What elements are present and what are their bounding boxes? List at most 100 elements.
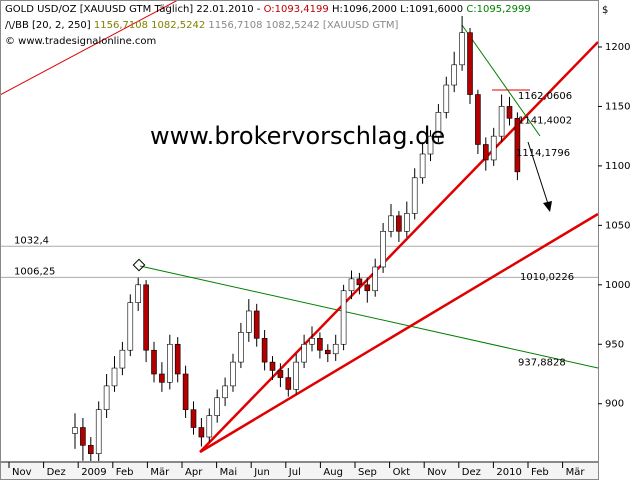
indicator: /\/BB [20, 2, 250]	[5, 20, 91, 31]
x-tick-label: Feb	[116, 467, 134, 478]
candle-body	[490, 135, 497, 161]
close: C:1095,2999	[466, 4, 530, 15]
x-tick-label: Mär	[150, 467, 170, 478]
candle-body	[475, 94, 481, 145]
candle-body	[127, 302, 134, 351]
candle-body	[95, 409, 102, 454]
high: H:1096,2000	[332, 4, 397, 15]
trend-label: 1114,1796	[516, 148, 570, 159]
trendline	[139, 265, 598, 369]
candle-body	[222, 385, 228, 399]
candle-body	[309, 338, 315, 345]
candle-body	[198, 427, 205, 438]
candle-body	[348, 278, 355, 292]
candle-body	[190, 409, 197, 428]
trendline	[199, 41, 598, 453]
x-tick-label: Apr	[185, 467, 203, 478]
instrument: GOLD USD/OZ [XAUUSD GTM Täglich] 22.01.2…	[5, 4, 261, 15]
candle-body	[88, 445, 94, 454]
candle-body	[514, 118, 521, 173]
plot-area	[1, 1, 598, 461]
header-line: GOLD USD/OZ [XAUUSD GTM Täglich] 22.01.2…	[5, 4, 531, 15]
candle-body	[372, 266, 379, 292]
low: L:1091,6000	[400, 4, 463, 15]
candle-body	[119, 349, 126, 369]
candle-body	[143, 284, 149, 351]
candle-body	[80, 427, 86, 446]
candle-body	[261, 338, 268, 363]
candle-body	[506, 106, 513, 119]
x-tick-label: Jul	[288, 467, 301, 478]
candle-body	[253, 310, 260, 339]
x-tick-label: Mai	[220, 467, 238, 478]
trend-label: 1162,0606	[518, 91, 572, 102]
candle-body	[443, 84, 450, 113]
trend-label: 1010,0226	[520, 272, 574, 283]
watermark: www.brokervorschlag.de	[150, 122, 445, 150]
candle-body	[451, 64, 458, 86]
arrow	[527, 141, 551, 211]
candle-body	[238, 332, 244, 363]
x-tick-label: Feb	[531, 467, 549, 478]
candle-body	[388, 215, 394, 232]
x-tick-label: Nov	[427, 467, 447, 478]
candle-body	[206, 415, 213, 438]
candle-body	[111, 367, 118, 387]
candle-body	[467, 32, 473, 95]
candle-body	[419, 153, 426, 179]
y-tick-label: 1050	[605, 220, 630, 231]
indicator-line: /\/BB [20, 2, 250] 1156,7108 1082,5242 1…	[5, 20, 399, 31]
peak-marker	[132, 258, 146, 272]
y-tick-label: 950	[605, 339, 624, 350]
candle-body	[285, 377, 292, 390]
y-tick-label: 900	[605, 399, 624, 410]
x-tick-label: Sep	[358, 467, 377, 478]
candle-body	[482, 144, 489, 161]
y-tick-label: 1200	[605, 42, 630, 53]
candle-body	[317, 338, 323, 351]
candle-body	[324, 349, 331, 355]
open: O:1093,4199	[264, 4, 329, 15]
candle-body	[135, 284, 141, 303]
candle-body	[396, 215, 402, 232]
candle-body	[174, 343, 181, 375]
candle-body	[301, 343, 307, 363]
candle-body	[167, 343, 173, 383]
candle-body	[277, 370, 284, 378]
candle-body	[159, 373, 165, 383]
plot-frame	[0, 0, 599, 462]
x-tick-label: Nov	[12, 467, 32, 478]
candle-body	[403, 213, 410, 232]
arrow-head	[543, 201, 552, 212]
candle-body	[364, 284, 371, 292]
candle-body	[435, 112, 442, 137]
candle-body	[411, 177, 418, 214]
candle-body	[151, 349, 157, 375]
trendline	[1, 1, 178, 96]
candle-body	[214, 397, 220, 416]
y-tick-label: 1000	[605, 280, 630, 291]
candle-body	[380, 230, 386, 268]
currency: $	[602, 5, 608, 16]
x-tick-label: 2010	[496, 467, 521, 478]
candle-body	[332, 343, 339, 355]
indicator-values: 1156,7108 1082,5242	[94, 20, 205, 31]
candle-body	[182, 373, 189, 410]
copyright: © www.tradesignalonline.com	[5, 36, 156, 47]
x-tick-label: Dez	[462, 467, 481, 478]
candle-body	[340, 290, 347, 345]
trend-label: 937,8828	[518, 358, 566, 369]
x-tick-label: Okt	[393, 467, 411, 478]
candle-body	[246, 310, 252, 333]
x-tick-label: Mär	[566, 467, 586, 478]
x-tick-label: Jun	[253, 467, 270, 478]
x-tick-label: Dez	[47, 467, 66, 478]
x-tick-label: 2009	[81, 467, 106, 478]
x-tick-label: Aug	[323, 467, 343, 478]
candle-body	[427, 135, 434, 155]
trendline	[461, 24, 541, 137]
candle-body	[103, 385, 110, 410]
level-label: 1032,4	[14, 235, 49, 246]
